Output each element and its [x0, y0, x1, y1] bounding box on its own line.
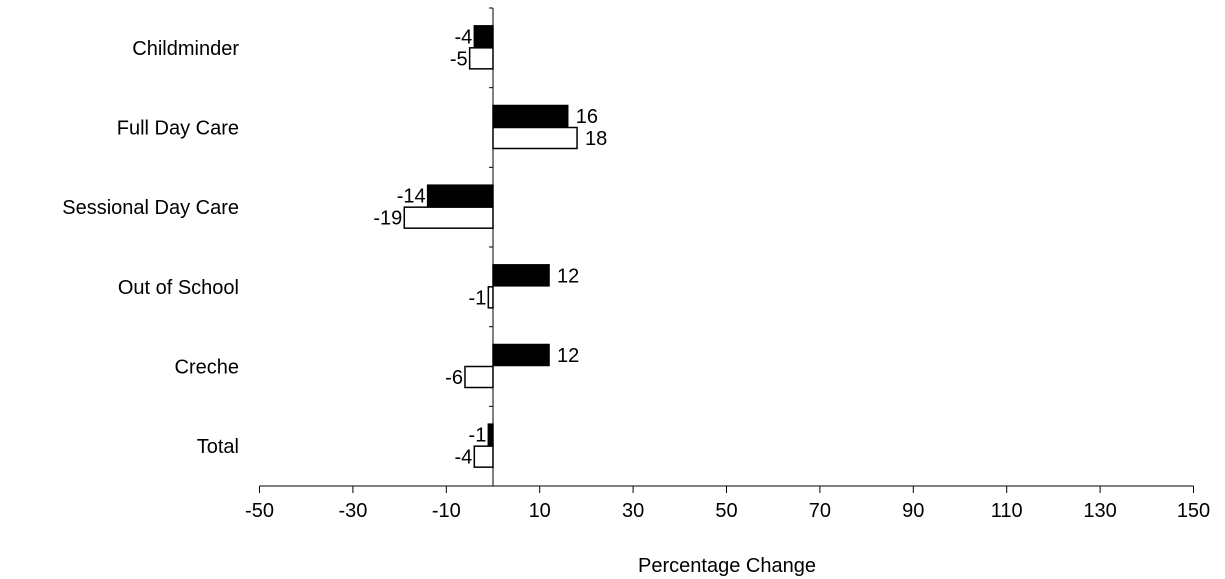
bar-series-1: [487, 423, 494, 446]
category-label: Total: [197, 436, 239, 458]
category-label: Creche: [175, 357, 239, 379]
bar-series-2: [468, 47, 494, 70]
category-label: Childminder: [132, 38, 239, 60]
data-label: -1: [469, 425, 487, 447]
x-tick-label: 150: [1177, 500, 1210, 522]
x-tick-label: -10: [432, 500, 461, 522]
data-label: -4: [455, 447, 473, 469]
x-tick-label: 70: [809, 500, 831, 522]
data-label: -6: [445, 367, 463, 389]
x-tick-label: 110: [991, 500, 1023, 522]
x-tick-label: -50: [245, 500, 274, 522]
category-label: Sessional Day Care: [62, 197, 239, 219]
x-tick-label: 50: [715, 500, 737, 522]
x-axis-label: Percentage Change: [638, 555, 816, 577]
bar-series-1: [473, 25, 494, 48]
bar-series-1: [492, 264, 550, 287]
data-label: 18: [585, 128, 607, 150]
data-label: 16: [576, 106, 598, 128]
x-tick-label: 30: [622, 500, 644, 522]
bar-series-2: [464, 365, 494, 389]
bar-series-2: [473, 445, 494, 468]
category-label: Out of School: [118, 277, 239, 299]
bar-series-2: [487, 286, 494, 309]
data-label: 12: [557, 345, 579, 367]
data-label: -5: [450, 48, 468, 70]
data-label: -1: [469, 287, 487, 309]
x-tick-label: 10: [529, 500, 551, 522]
data-label: -14: [397, 186, 426, 208]
data-label: -4: [455, 26, 473, 48]
data-label: -19: [373, 208, 402, 230]
bar-series-1: [492, 104, 569, 128]
bar-series-1: [492, 343, 550, 367]
plot-area: -50 -30 -10 10 30 50 70 90 110 130 150 Childminder F…: [62, 7, 1210, 522]
x-tick-label: 90: [902, 500, 924, 522]
bar-series-2: [403, 206, 494, 229]
x-tick-label: -30: [338, 500, 367, 522]
x-tick-label: 130: [1083, 500, 1116, 522]
bar-series-1: [426, 184, 494, 207]
bar-series-2: [492, 126, 578, 150]
data-label: 12: [557, 265, 579, 287]
category-label: Full Day Care: [117, 118, 239, 140]
